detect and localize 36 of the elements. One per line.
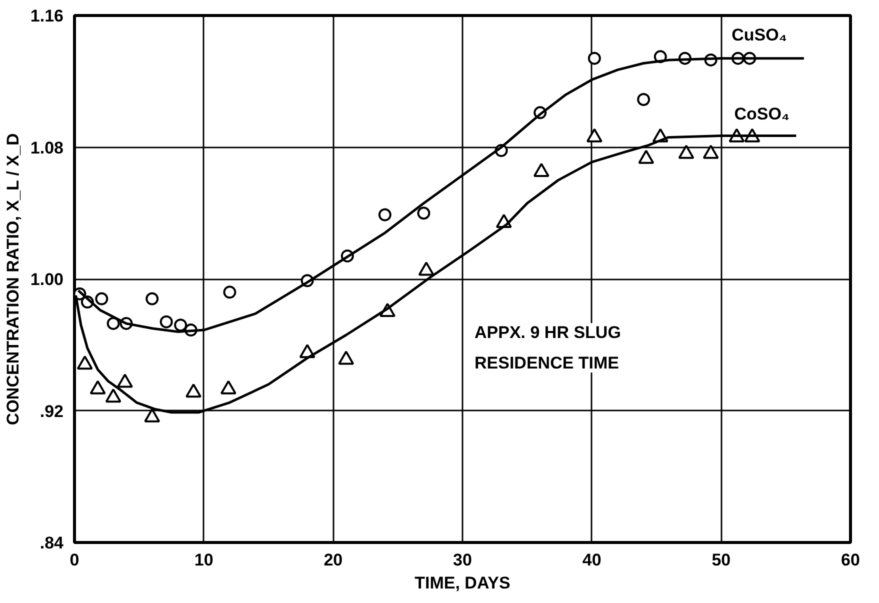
series-label: CuSO₄ [732, 25, 787, 44]
y-tick-label: 1.16 [30, 6, 64, 26]
point [95, 292, 108, 306]
point [220, 380, 236, 394]
y-tick-label: .84 [40, 534, 64, 552]
y-tick-label: 1.08 [30, 138, 64, 158]
x-axis-title: TIME, DAYS [414, 574, 510, 592]
point [378, 208, 392, 222]
point [418, 262, 434, 276]
point [160, 315, 173, 328]
point [588, 52, 601, 65]
annotation: APPX. 9 HR SLUG RESIDENCE TIME [474, 323, 621, 372]
point [90, 380, 106, 394]
y-tick-label: 1.00 [30, 270, 64, 289]
x-tick-label: 20 [324, 550, 343, 570]
x-tick-label: 30 [453, 550, 472, 570]
x-tick-label: 50 [712, 550, 731, 570]
point [174, 318, 188, 332]
y-axis-title: CONCENTRATION RATIO, X_L / X_D [3, 133, 22, 426]
point [76, 356, 93, 370]
point [144, 408, 160, 422]
point [116, 374, 133, 388]
point [105, 388, 122, 403]
point [223, 286, 236, 299]
point [106, 316, 120, 330]
x-tick-label: 0 [70, 550, 80, 570]
point [637, 93, 650, 106]
y-tick-label: .92 [40, 402, 64, 421]
point [417, 206, 430, 220]
x-tick-label: 40 [582, 550, 602, 570]
point [185, 384, 202, 398]
x-tick-label: 10 [194, 550, 214, 570]
point [338, 350, 354, 365]
point [146, 292, 159, 306]
series-label: CoSO₄ [734, 104, 790, 124]
x-tick-label: 60 [841, 550, 860, 570]
